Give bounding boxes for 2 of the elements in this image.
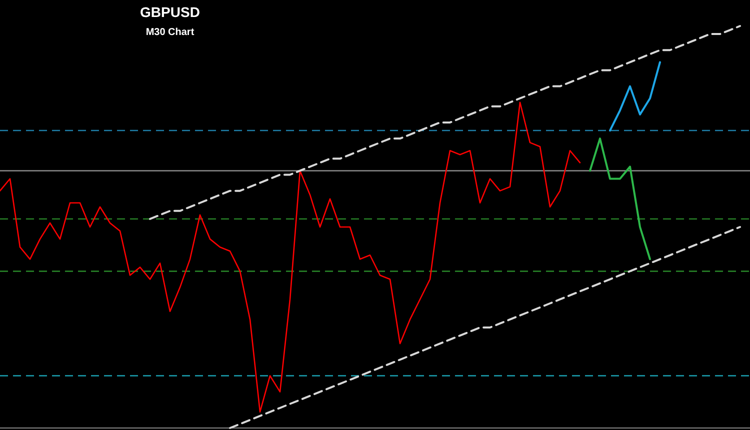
chart-title: GBPUSD (140, 4, 200, 20)
chart-subtitle: M30 Chart (146, 27, 195, 38)
